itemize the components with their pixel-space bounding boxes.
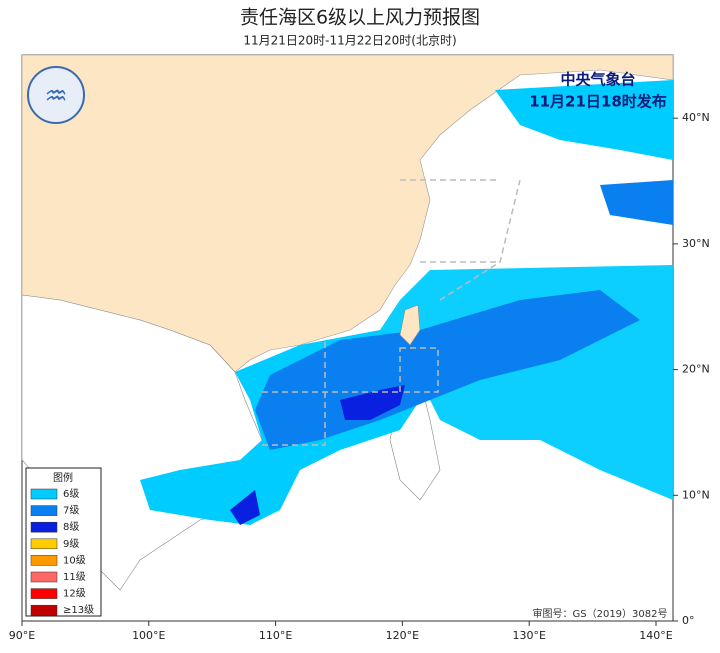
legend-label: 7级: [63, 505, 79, 517]
wind-zone-6: [495, 80, 673, 160]
x-tick-label: 90°E: [9, 629, 35, 642]
y-tick-label: 40°N: [682, 111, 710, 124]
legend-swatch: [30, 505, 58, 516]
logo-mark: ♒: [44, 82, 67, 112]
legend-label: 6级: [63, 488, 79, 500]
legend-label: 12级: [63, 588, 86, 600]
y-tick-label: 20°N: [682, 363, 710, 376]
legend-swatch: [30, 555, 58, 566]
legend-swatch: [30, 538, 58, 550]
legend-label: 10级: [63, 554, 86, 566]
wind-zone-8: [340, 385, 405, 420]
y-tick-label: 0°: [682, 614, 695, 627]
legend-label: 8级: [63, 521, 79, 533]
y-tick-label: 10°N: [682, 488, 710, 501]
legend: 图例 6级 7级 8级 9级 10级 11级 12级 ≥13级: [25, 467, 102, 617]
title: 责任海区6级以上风力预报图: [240, 7, 480, 29]
issuer-name: 中央气象台: [560, 71, 635, 89]
legend-swatch: [30, 571, 58, 583]
sea-area-boundary: [262, 179, 521, 446]
legend-swatch: [30, 604, 58, 616]
x-tick-label: 110°E: [259, 629, 292, 642]
legend-swatch: [30, 588, 58, 599]
x-tick-label: 100°E: [132, 629, 165, 642]
legend-swatch: [30, 488, 58, 500]
legend-label: ≥13级: [63, 604, 94, 616]
wind-zone-8: [230, 490, 260, 525]
x-tick-label: 120°E: [386, 629, 419, 642]
approval-number: 审图号：GS（2019）3082号: [533, 607, 668, 620]
map-area: ♒: [21, 54, 674, 622]
legend-title: 图例: [53, 471, 73, 484]
legend-swatch: [30, 521, 58, 533]
logo: [27, 66, 85, 124]
legend-label: 9级: [63, 538, 79, 550]
x-tick-label: 130°E: [512, 629, 545, 642]
land-taiwan: [399, 304, 421, 346]
y-tick-label: 30°N: [682, 237, 710, 250]
wind-zone-7: [600, 180, 673, 225]
legend-label: 11级: [63, 571, 86, 583]
subtitle: 11月21日20时-11月22日20时(北京时): [243, 34, 456, 48]
issuer-time: 11月21日18时发布: [529, 93, 667, 111]
x-tick-label: 140°E: [639, 629, 672, 642]
